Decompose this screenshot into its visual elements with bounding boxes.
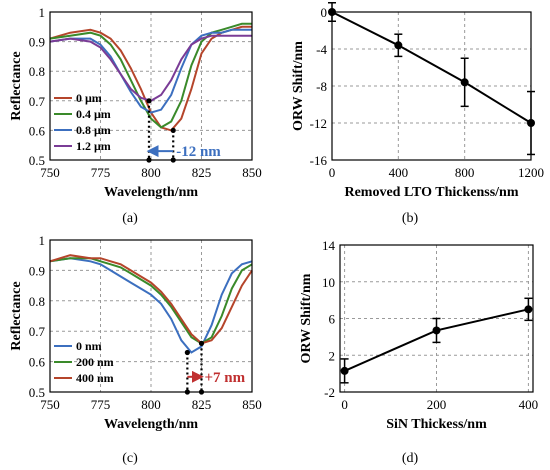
series-line-0 — [49, 257, 253, 354]
y-tick-label: 0.8 — [29, 294, 45, 309]
y-tick-label: 0.7 — [29, 324, 46, 339]
legend-label: 0 nm — [76, 339, 102, 353]
panel-caption: (a) — [122, 211, 138, 226]
series-line-1 — [49, 257, 253, 345]
y-axis-label: ORW Shift/nm — [299, 273, 314, 363]
series-line-2 — [49, 254, 253, 345]
resonance-dip-marker — [198, 340, 205, 346]
x-tick-label: 200 — [427, 397, 447, 412]
series-line-3 — [49, 34, 252, 102]
panel-caption: (c) — [122, 451, 138, 466]
series-line-2 — [49, 28, 252, 114]
y-tick-label: -4 — [316, 42, 327, 57]
chart-panel-d: 0 200 400 -2 2 6 10 14 SiN Thickess/nm ORW Shift/… — [299, 238, 538, 466]
x-tick-label: 850 — [242, 165, 262, 180]
x-tick-label: 0 — [341, 397, 348, 412]
x-tick-label: 400 — [519, 397, 539, 412]
shift-annotation: -12 nm — [176, 144, 221, 160]
data-point — [432, 326, 441, 335]
plot-frame — [339, 244, 534, 393]
x-axis-label: Wavelength/nm — [104, 185, 198, 200]
y-tick-label: 14 — [322, 238, 336, 253]
x-tick-label: 850 — [242, 397, 262, 412]
x-tick-label: 825 — [192, 165, 212, 180]
y-axis-label: Reflectance — [9, 281, 24, 350]
resonance-dip-marker — [184, 349, 190, 356]
x-tick-label: 800 — [455, 165, 475, 180]
data-point — [524, 305, 533, 314]
panel-caption: (d) — [402, 451, 419, 466]
x-tick-label: 775 — [91, 165, 111, 180]
panel-caption: (b) — [402, 211, 419, 226]
x-tick-label: 775 — [91, 397, 111, 412]
legend: 0 nm 200 nm 400 nm — [54, 339, 114, 385]
y-tick-label: 2 — [329, 348, 336, 363]
y-tick-label: 0.9 — [29, 35, 45, 50]
plot-frame — [49, 11, 253, 161]
y-tick-label: -2 — [324, 385, 335, 400]
y-axis-label: ORW Shift/nm — [291, 41, 306, 131]
data-point — [340, 366, 349, 375]
plot-frame — [331, 11, 532, 161]
plot-frame — [49, 239, 253, 393]
y-tick-label: -16 — [310, 153, 328, 168]
resonance-dip-marker — [146, 98, 152, 104]
x-tick-label: 0 — [329, 165, 336, 180]
x-tick-label: 1200 — [518, 165, 544, 180]
legend-label: 0.8 μm — [76, 123, 111, 137]
y-tick-label: -12 — [310, 116, 327, 131]
chart-panel-b: 0 400 800 1200 -16 -12 -8 -4 0 Removed LTO Thicke… — [291, 2, 544, 226]
shift-annotation: +7 nm — [205, 370, 246, 386]
x-tick-label: 750 — [40, 165, 60, 180]
legend-label: 1.2 μm — [76, 139, 111, 153]
y-tick-label: 1 — [39, 5, 46, 20]
y-tick-label: 0.5 — [29, 385, 45, 400]
x-axis-label: Wavelength/nm — [104, 417, 198, 432]
x-tick-label: 800 — [141, 397, 161, 412]
chart-panel-c: +7 nm 750 775 800 825 850 0.5 0.6 0.7 0.8 0.9 1 Wave… — [9, 233, 262, 466]
y-tick-label: 10 — [322, 275, 335, 290]
y-tick-label: -8 — [316, 79, 327, 94]
y-tick-label: 0.8 — [29, 64, 45, 79]
data-point — [460, 78, 469, 87]
x-tick-label: 400 — [389, 165, 409, 180]
x-tick-label: 750 — [40, 397, 60, 412]
y-axis-label: Reflectance — [9, 51, 24, 120]
series-line-0 — [331, 11, 532, 124]
legend-label: 400 nm — [76, 371, 114, 385]
y-tick-label: 0.7 — [29, 94, 46, 109]
y-tick-label: 0.6 — [29, 123, 46, 138]
chart-panel-a: -12 nm 750 775 800 825 850 0.5 0.6 0.7 0.8 0.9 1 Wav… — [9, 5, 262, 226]
y-tick-label: 1 — [39, 233, 46, 248]
y-tick-label: 0 — [321, 5, 328, 20]
y-tick-label: 6 — [329, 312, 336, 327]
resonance-dip-marker — [170, 127, 176, 133]
x-tick-label: 825 — [192, 397, 212, 412]
y-tick-label: 0.6 — [29, 355, 46, 370]
legend-label: 0.4 μm — [76, 107, 111, 121]
legend-label: 0 μm — [76, 91, 102, 105]
y-tick-label: 0.5 — [29, 153, 45, 168]
x-axis-label: SiN Thickess/nm — [386, 417, 487, 432]
series-line-1 — [49, 22, 252, 129]
x-axis-label: Removed LTO Thickenss/nm — [344, 185, 518, 200]
data-point — [394, 41, 403, 50]
legend: 0 μm 0.4 μm 0.8 μm 1.2 μm — [54, 91, 111, 153]
x-tick-label: 800 — [141, 165, 161, 180]
y-tick-label: 0.9 — [29, 263, 45, 278]
legend-label: 200 nm — [76, 355, 114, 369]
